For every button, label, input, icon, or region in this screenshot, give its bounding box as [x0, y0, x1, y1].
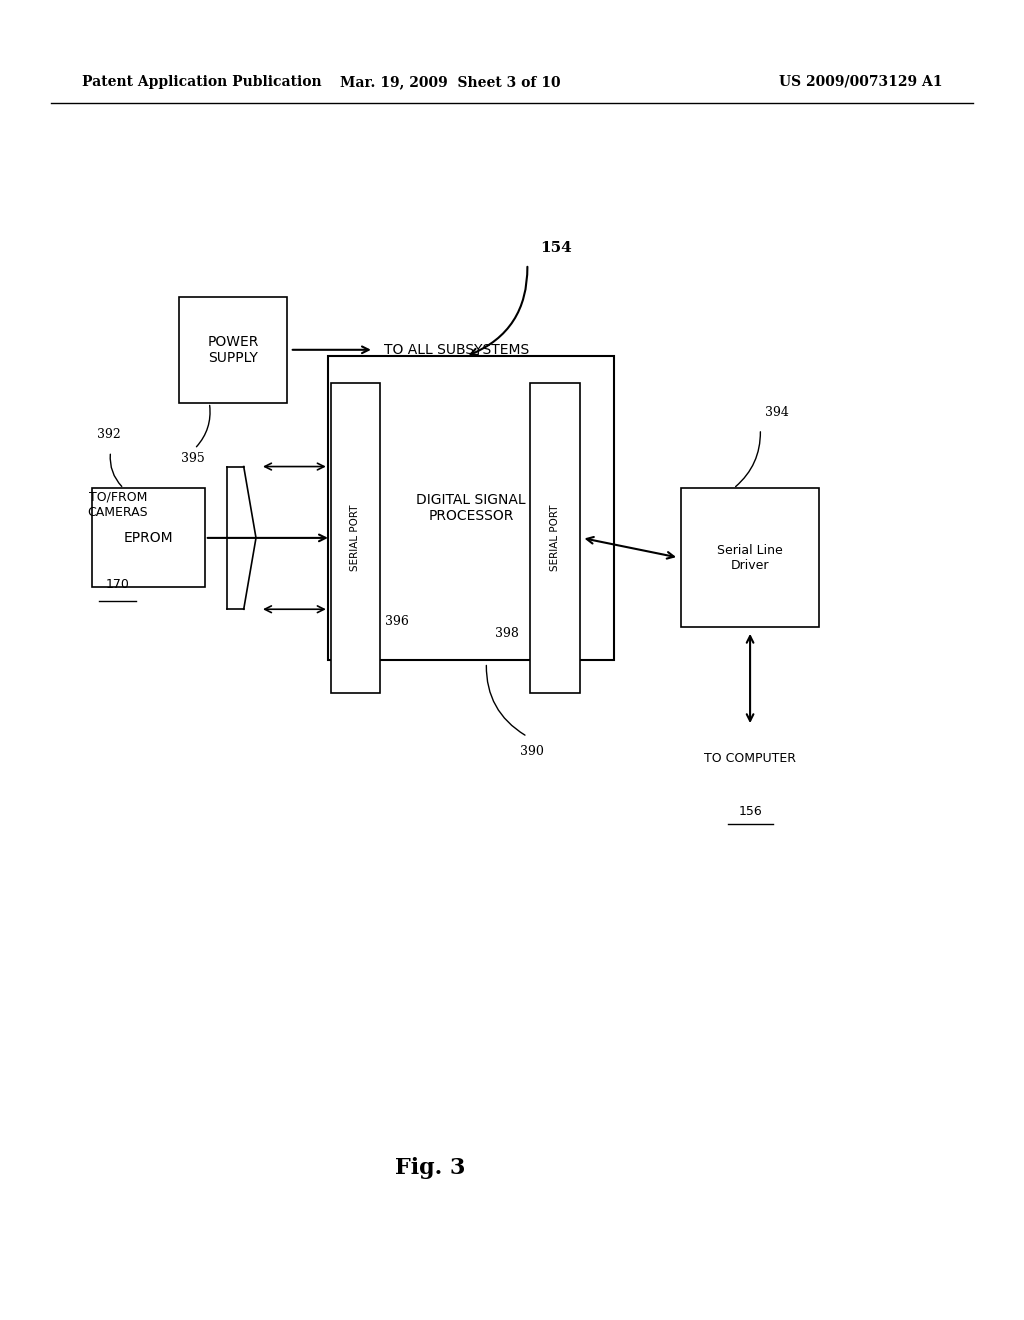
Text: TO ALL SUBSYSTEMS: TO ALL SUBSYSTEMS: [384, 343, 529, 356]
Text: TO/FROM
CAMERAS: TO/FROM CAMERAS: [87, 491, 148, 519]
Text: 154: 154: [541, 242, 572, 255]
Text: 170: 170: [105, 578, 130, 590]
Text: 395: 395: [181, 451, 205, 465]
Text: Serial Line
Driver: Serial Line Driver: [717, 544, 783, 572]
Text: 394: 394: [766, 405, 790, 418]
FancyBboxPatch shape: [681, 488, 819, 627]
FancyBboxPatch shape: [328, 356, 614, 660]
FancyBboxPatch shape: [331, 383, 380, 693]
Text: TO COMPUTER: TO COMPUTER: [705, 752, 796, 766]
Text: 390: 390: [520, 744, 544, 758]
Text: DIGITAL SIGNAL
PROCESSOR: DIGITAL SIGNAL PROCESSOR: [416, 494, 526, 523]
Text: 396: 396: [385, 615, 409, 628]
Text: Mar. 19, 2009  Sheet 3 of 10: Mar. 19, 2009 Sheet 3 of 10: [340, 75, 561, 88]
Text: Patent Application Publication: Patent Application Publication: [82, 75, 322, 88]
Text: SERIAL PORT: SERIAL PORT: [550, 504, 560, 572]
FancyBboxPatch shape: [179, 297, 287, 403]
Text: 392: 392: [97, 428, 121, 441]
FancyBboxPatch shape: [92, 488, 205, 587]
Text: POWER
SUPPLY: POWER SUPPLY: [207, 335, 259, 364]
Text: Fig. 3: Fig. 3: [395, 1158, 465, 1179]
Text: EPROM: EPROM: [124, 531, 173, 545]
Text: 156: 156: [738, 805, 762, 818]
Text: SERIAL PORT: SERIAL PORT: [350, 504, 360, 572]
Text: 398: 398: [495, 627, 518, 640]
Text: US 2009/0073129 A1: US 2009/0073129 A1: [778, 75, 942, 88]
FancyBboxPatch shape: [530, 383, 580, 693]
